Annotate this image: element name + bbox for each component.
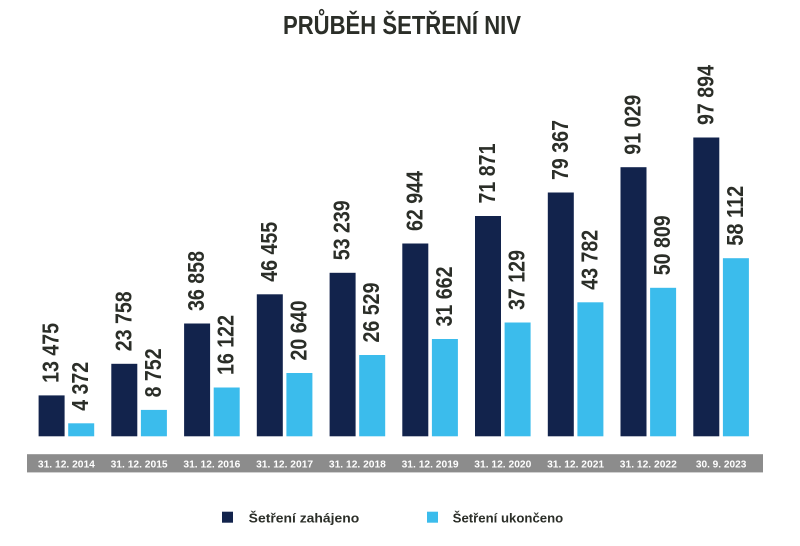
svg-text:31 662: 31 662 xyxy=(431,267,457,327)
svg-text:50 809: 50 809 xyxy=(649,215,675,275)
svg-text:91 029: 91 029 xyxy=(620,95,646,155)
svg-text:30. 9. 2023: 30. 9. 2023 xyxy=(696,460,747,471)
svg-text:31. 12. 2015: 31. 12. 2015 xyxy=(111,460,168,471)
svg-text:PRŮBĚH ŠETŘENÍ NIV: PRŮBĚH ŠETŘENÍ NIV xyxy=(283,8,521,40)
svg-text:71 871: 71 871 xyxy=(474,143,500,203)
svg-text:20 640: 20 640 xyxy=(285,301,311,361)
svg-text:13 475: 13 475 xyxy=(38,323,64,383)
svg-text:53 239: 53 239 xyxy=(329,200,355,260)
svg-text:26 529: 26 529 xyxy=(358,283,384,343)
svg-text:23 758: 23 758 xyxy=(110,291,136,351)
svg-text:31. 12. 2016: 31. 12. 2016 xyxy=(183,460,240,471)
svg-text:31. 12. 2019: 31. 12. 2019 xyxy=(402,460,459,471)
svg-text:Šetření zahájeno: Šetření zahájeno xyxy=(249,511,360,526)
svg-text:31. 12. 2018: 31. 12. 2018 xyxy=(329,460,386,471)
svg-text:43 782: 43 782 xyxy=(576,230,602,290)
svg-text:4 372: 4 372 xyxy=(67,362,93,411)
svg-text:Šetření ukončeno: Šetření ukončeno xyxy=(453,511,564,526)
svg-text:36 858: 36 858 xyxy=(183,251,209,311)
svg-text:46 455: 46 455 xyxy=(256,222,282,282)
svg-text:37 129: 37 129 xyxy=(504,250,530,310)
svg-text:8 752: 8 752 xyxy=(140,348,166,397)
svg-text:31. 12. 2022: 31. 12. 2022 xyxy=(620,460,677,471)
svg-text:16 122: 16 122 xyxy=(213,315,239,375)
svg-text:31. 12. 2017: 31. 12. 2017 xyxy=(256,460,313,471)
svg-text:97 894: 97 894 xyxy=(692,65,718,125)
svg-text:79 367: 79 367 xyxy=(547,120,573,180)
svg-text:31. 12. 2021: 31. 12. 2021 xyxy=(547,460,604,471)
svg-text:62 944: 62 944 xyxy=(401,171,427,231)
svg-text:31. 12. 2020: 31. 12. 2020 xyxy=(474,460,531,471)
svg-text:58 112: 58 112 xyxy=(722,186,748,246)
svg-text:31. 12. 2014: 31. 12. 2014 xyxy=(38,460,95,471)
